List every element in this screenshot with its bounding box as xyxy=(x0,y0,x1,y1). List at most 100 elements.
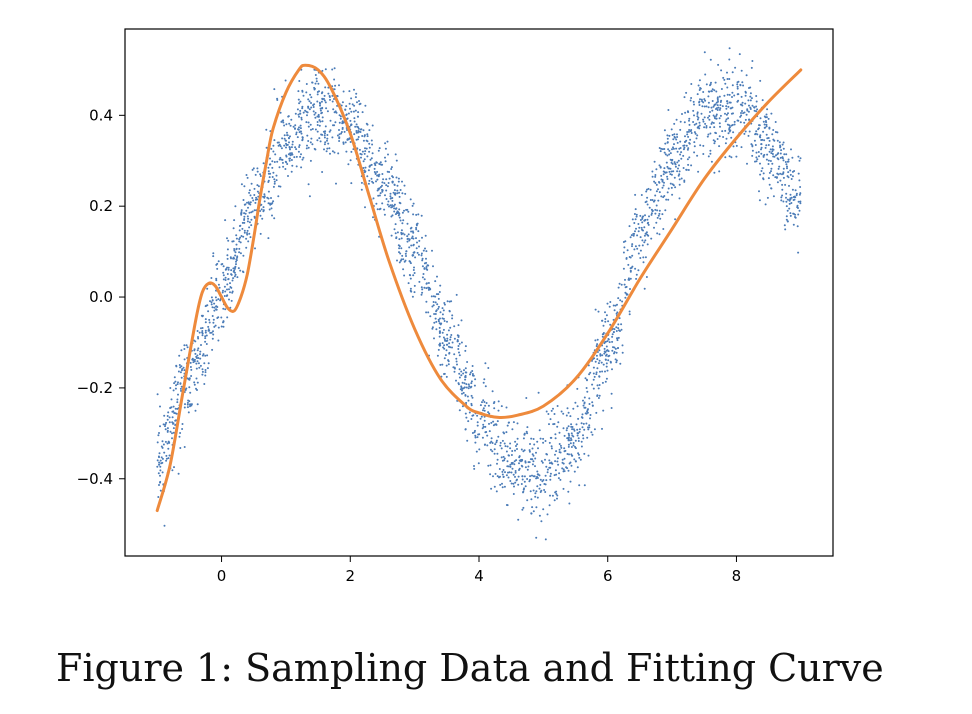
scatter-point xyxy=(411,230,414,233)
scatter-point xyxy=(538,474,541,477)
scatter-point xyxy=(702,120,705,123)
scatter-point xyxy=(542,437,545,440)
scatter-point xyxy=(768,139,771,142)
scatter-point xyxy=(717,63,720,66)
scatter-point xyxy=(480,415,483,418)
scatter-point xyxy=(322,97,325,100)
scatter-point xyxy=(568,502,571,505)
scatter-point xyxy=(634,267,637,270)
scatter-point xyxy=(786,165,788,168)
scatter-point xyxy=(415,226,418,229)
scatter-point xyxy=(235,234,238,237)
scatter-point xyxy=(661,213,664,216)
scatter-point xyxy=(208,321,211,324)
scatter-point xyxy=(372,216,374,219)
scatter-point xyxy=(314,82,317,85)
scatter-point xyxy=(725,105,728,108)
scatter-point xyxy=(357,138,359,141)
scatter-point xyxy=(755,130,758,133)
scatter-point xyxy=(721,105,724,108)
scatter-point xyxy=(355,92,358,95)
scatter-point xyxy=(745,74,748,77)
scatter-point xyxy=(526,426,529,429)
scatter-point xyxy=(206,367,209,370)
scatter-point xyxy=(739,83,742,86)
scatter-point xyxy=(400,237,403,240)
scatter-point xyxy=(755,151,758,154)
scatter-point xyxy=(374,173,377,175)
scatter-point xyxy=(234,251,237,254)
scatter-point xyxy=(795,192,798,195)
scatter-point xyxy=(171,432,173,435)
scatter-point xyxy=(286,163,289,165)
scatter-point xyxy=(439,323,442,326)
scatter-point xyxy=(410,230,413,233)
scatter-point xyxy=(637,230,640,233)
scatter-point xyxy=(158,463,161,466)
scatter-point xyxy=(214,296,217,299)
scatter-point xyxy=(466,439,469,442)
scatter-point xyxy=(213,306,216,309)
scatter-point xyxy=(295,131,298,134)
scatter-point xyxy=(356,115,359,118)
scatter-point xyxy=(366,133,369,136)
scatter-point xyxy=(591,359,593,362)
scatter-point xyxy=(233,248,236,250)
scatter-point xyxy=(728,78,731,80)
scatter-point xyxy=(433,321,436,324)
scatter-point xyxy=(495,423,498,426)
scatter-point xyxy=(535,477,538,480)
scatter-point xyxy=(201,330,204,332)
scatter-point xyxy=(406,208,409,211)
scatter-point xyxy=(287,175,289,177)
scatter-point xyxy=(779,144,782,147)
scatter-point xyxy=(715,108,717,110)
scatter-point xyxy=(300,153,302,156)
scatter-point xyxy=(250,218,253,221)
scatter-point xyxy=(502,431,505,434)
scatter-point xyxy=(574,447,577,450)
scatter-point xyxy=(171,421,174,424)
scatter-point xyxy=(166,415,169,417)
scatter-point xyxy=(782,172,785,175)
scatter-point xyxy=(570,464,573,467)
scatter-point xyxy=(586,410,589,413)
scatter-point xyxy=(383,213,386,216)
scatter-point xyxy=(157,434,160,437)
scatter-point xyxy=(731,71,734,74)
scatter-point xyxy=(362,129,365,132)
scatter-point xyxy=(446,333,449,336)
scatter-point xyxy=(560,446,563,449)
scatter-point xyxy=(613,309,616,312)
scatter-point xyxy=(730,112,733,115)
scatter-point xyxy=(568,462,571,465)
scatter-point xyxy=(469,373,471,376)
scatter-point xyxy=(320,100,323,103)
scatter-point xyxy=(298,115,300,118)
scatter-point xyxy=(267,166,270,169)
scatter-point xyxy=(595,354,598,357)
scatter-point xyxy=(527,461,530,464)
scatter-point xyxy=(350,123,353,126)
scatter-point xyxy=(594,339,597,342)
scatter-point xyxy=(507,421,510,424)
scatter-point xyxy=(393,184,396,186)
scatter-point xyxy=(577,453,580,456)
scatter-point xyxy=(797,251,800,254)
scatter-point xyxy=(403,209,405,212)
scatter-point xyxy=(710,90,713,93)
scatter-point xyxy=(531,506,534,509)
scatter-point xyxy=(703,105,706,108)
scatter-point xyxy=(412,274,415,277)
scatter-point xyxy=(716,104,719,107)
scatter-point xyxy=(763,139,766,142)
scatter-point xyxy=(797,207,799,209)
scatter-point xyxy=(762,177,765,180)
scatter-point xyxy=(611,333,614,336)
scatter-point xyxy=(358,103,361,106)
scatter-point xyxy=(662,173,665,176)
scatter-point xyxy=(401,222,404,225)
scatter-point xyxy=(499,483,502,486)
scatter-point xyxy=(346,117,349,120)
scatter-point xyxy=(418,280,421,283)
